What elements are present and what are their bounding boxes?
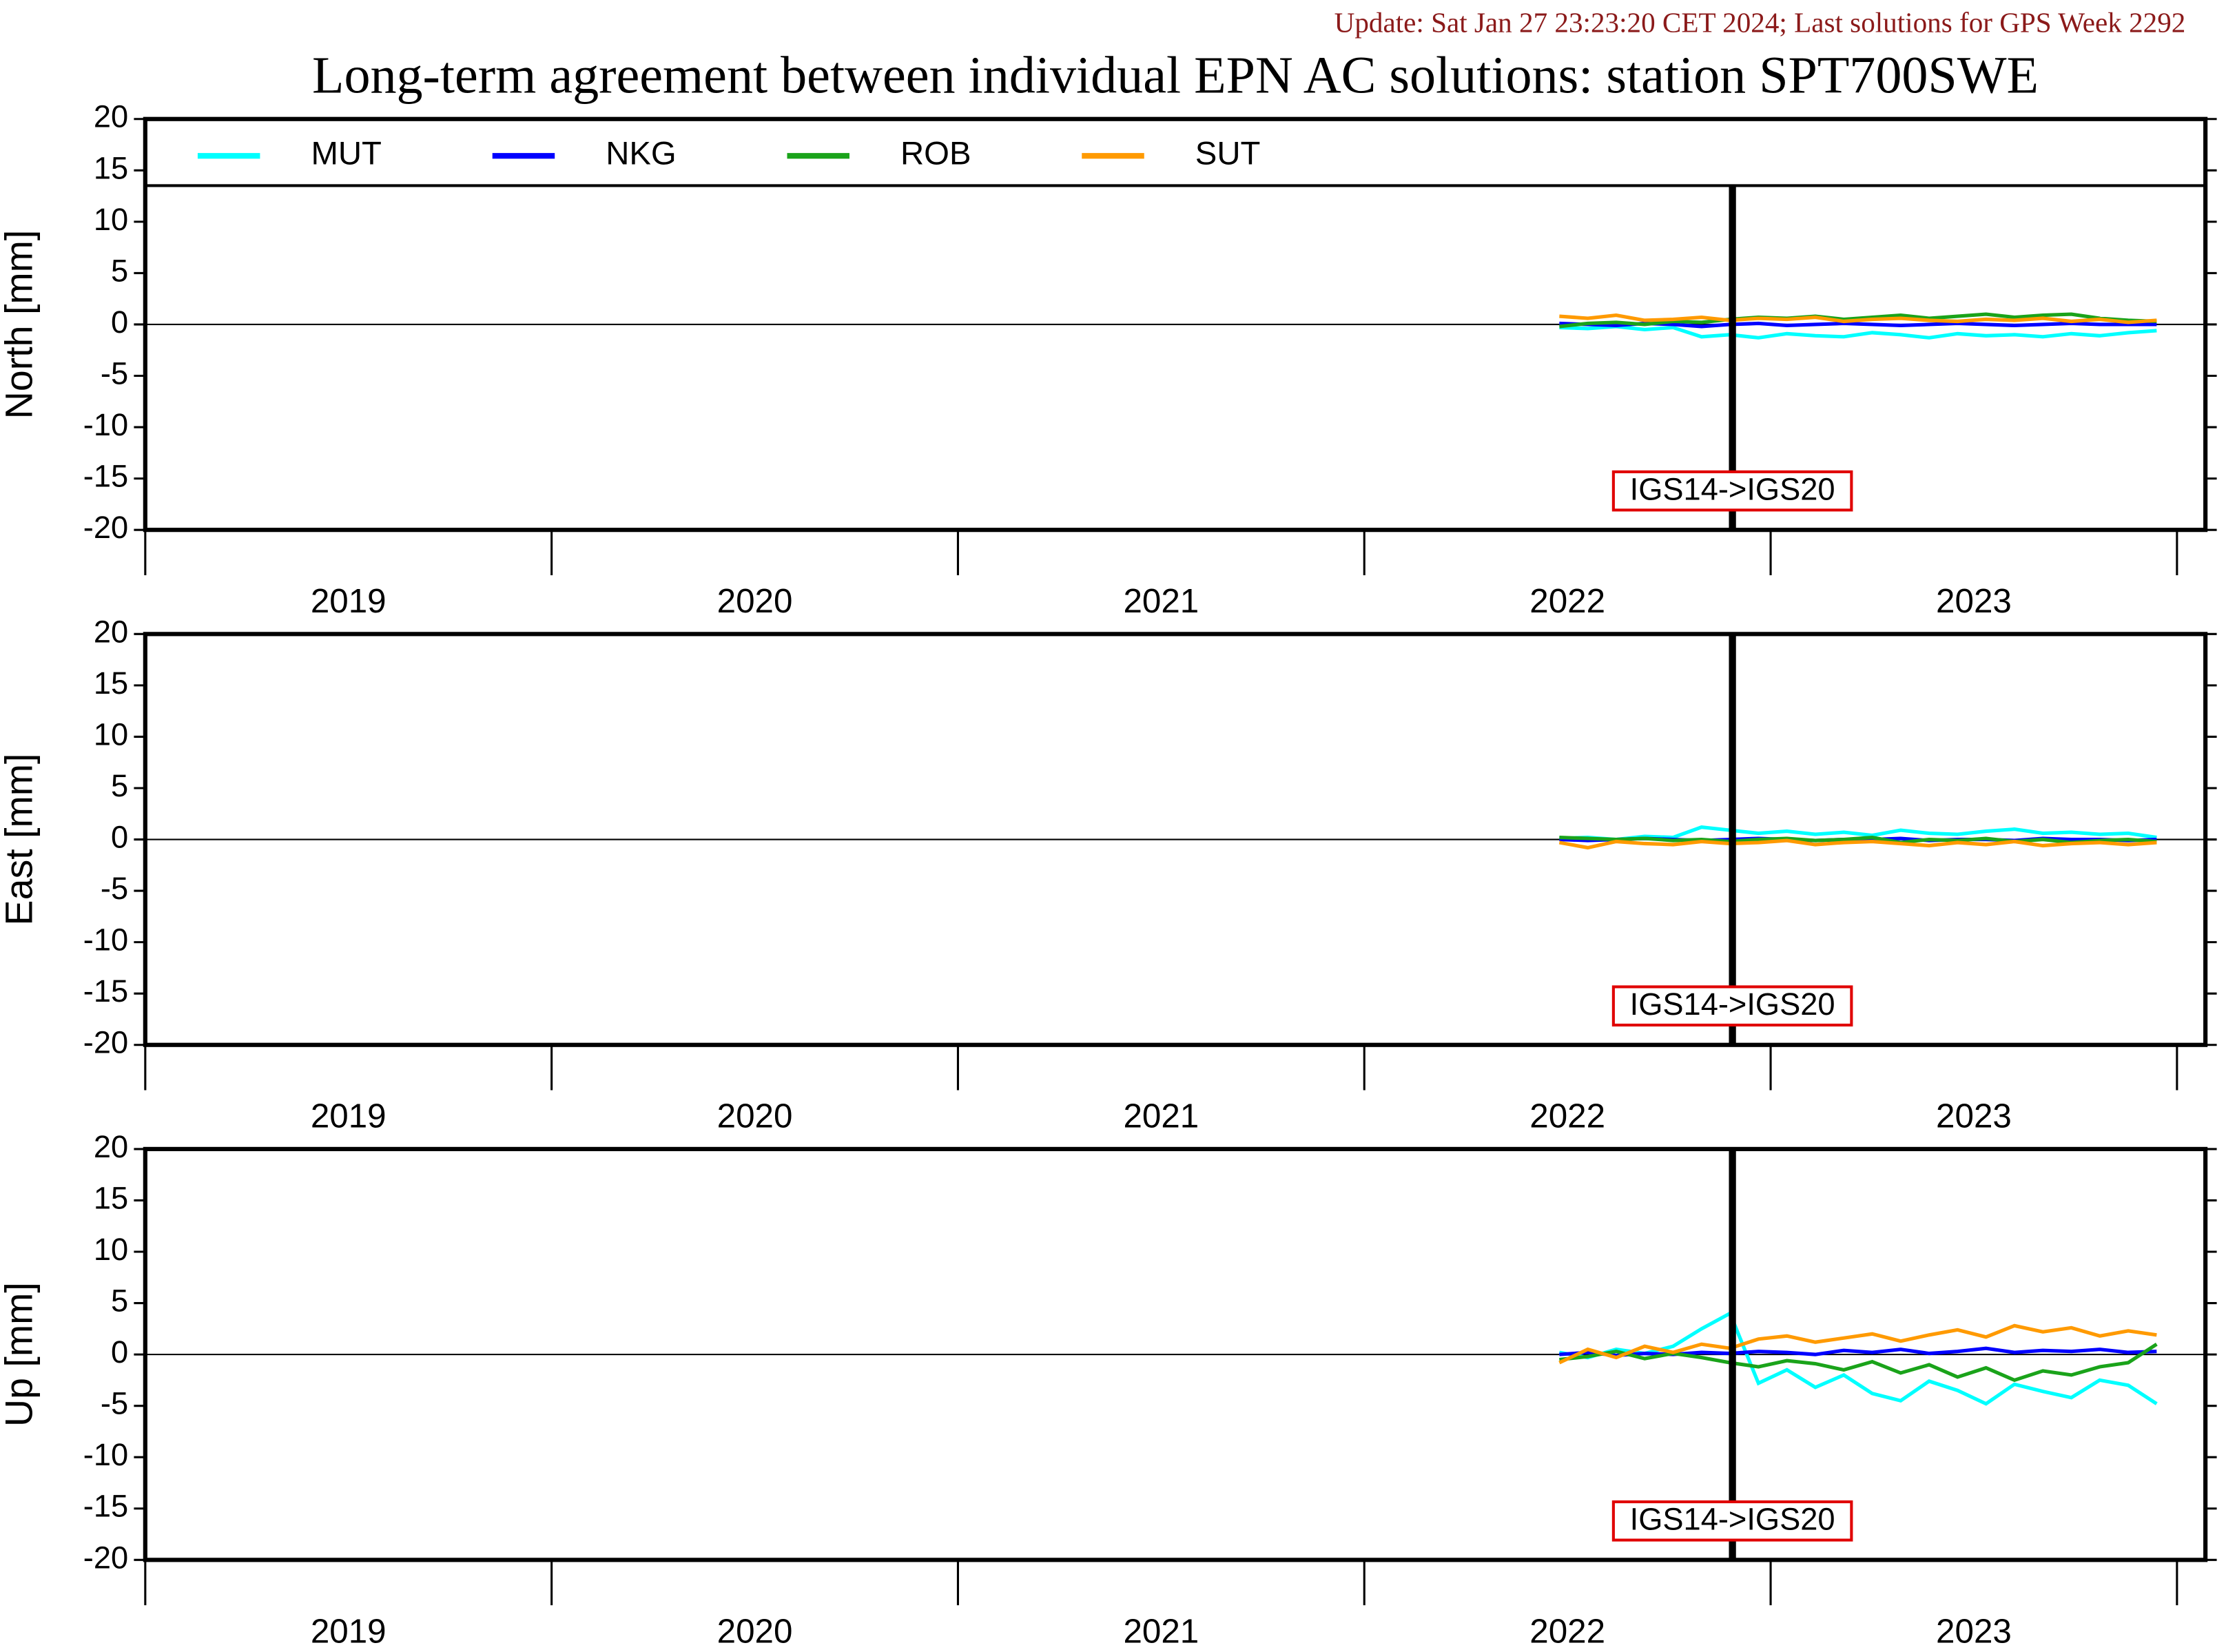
y-tick-label: -10 <box>83 922 128 958</box>
x-tick-label: 2019 <box>311 1097 387 1135</box>
x-tick-label: 2020 <box>717 582 793 620</box>
y-tick-label: 0 <box>111 1334 128 1370</box>
x-tick-label: 2021 <box>1123 582 1199 620</box>
annotation-label: IGS14->IGS20 <box>1630 987 1835 1022</box>
y-tick-label: -20 <box>83 1025 128 1060</box>
x-tick-label: 2020 <box>717 1097 793 1135</box>
y-tick-label: -10 <box>83 1437 128 1472</box>
y-tick-label: 20 <box>94 1129 128 1164</box>
y-tick-label: 15 <box>94 665 128 701</box>
y-tick-label: 10 <box>94 202 128 237</box>
series-line <box>1559 1346 2157 1358</box>
y-axis-label: Up [mm] <box>0 1282 41 1427</box>
legend-label: ROB <box>900 136 971 172</box>
y-tick-label: -15 <box>83 1489 128 1524</box>
y-axis-label: East [mm] <box>0 754 41 926</box>
y-tick-label: 10 <box>94 716 128 752</box>
x-tick-label: 2020 <box>717 1612 793 1650</box>
legend-label: NKG <box>606 136 677 172</box>
y-tick-label: 20 <box>94 614 128 649</box>
x-tick-label: 2022 <box>1529 1097 1605 1135</box>
y-tick-label: -20 <box>83 510 128 545</box>
plot-frame <box>143 116 2208 533</box>
x-tick-label: 2023 <box>1936 582 2012 620</box>
y-tick-label: -15 <box>83 459 128 494</box>
y-tick-label: 0 <box>111 819 128 854</box>
y-tick-label: 15 <box>94 150 128 185</box>
series-line <box>1559 313 2157 324</box>
series-line <box>1558 838 2157 850</box>
annotation-box <box>1611 470 1853 512</box>
x-tick-label: 2019 <box>311 1612 387 1650</box>
x-tick-label: 2022 <box>1529 1612 1605 1650</box>
series-line <box>1559 835 2157 845</box>
annotation-box <box>1611 985 1853 1027</box>
y-tick-label: 5 <box>111 768 128 803</box>
plot-frame <box>143 632 2208 1047</box>
y-tick-label: -5 <box>101 871 128 906</box>
y-tick-label: 5 <box>111 253 128 288</box>
series-line <box>1559 1343 2158 1383</box>
y-tick-label: 15 <box>94 1180 128 1215</box>
x-tick-label: 2023 <box>1936 1612 2012 1650</box>
x-tick-label: 2023 <box>1936 1097 2012 1135</box>
update-note: Update: Sat Jan 27 23:23:20 CET 2024; La… <box>1334 6 2186 38</box>
chart-title: Long-term agreement between individual E… <box>312 47 2039 105</box>
annotation-label: IGS14->IGS20 <box>1630 1502 1835 1537</box>
series-line <box>1559 825 2157 842</box>
series-line <box>1559 324 2157 340</box>
y-tick-label: -5 <box>101 355 128 391</box>
y-tick-label: -15 <box>83 973 128 1009</box>
annotation-box <box>1611 1500 1853 1542</box>
y-tick-label: -10 <box>83 407 128 442</box>
series-line <box>1558 1323 2157 1365</box>
plot-frame <box>143 1146 2208 1562</box>
y-tick-label: 0 <box>111 304 128 340</box>
series-line <box>1559 312 2157 329</box>
y-axis-label: North [mm] <box>0 230 41 420</box>
y-tick-label: 5 <box>111 1283 128 1319</box>
x-tick-label: 2022 <box>1529 582 1605 620</box>
x-tick-label: 2019 <box>311 582 387 620</box>
x-tick-label: 2021 <box>1123 1612 1199 1650</box>
y-tick-label: -20 <box>83 1540 128 1575</box>
legend-label: MUT <box>311 136 381 172</box>
annotation-label: IGS14->IGS20 <box>1630 472 1835 507</box>
y-tick-label: 20 <box>94 99 128 134</box>
x-tick-label: 2021 <box>1123 1097 1199 1135</box>
y-tick-label: 10 <box>94 1232 128 1267</box>
y-tick-label: -5 <box>101 1386 128 1421</box>
legend-label: SUT <box>1195 136 1261 172</box>
